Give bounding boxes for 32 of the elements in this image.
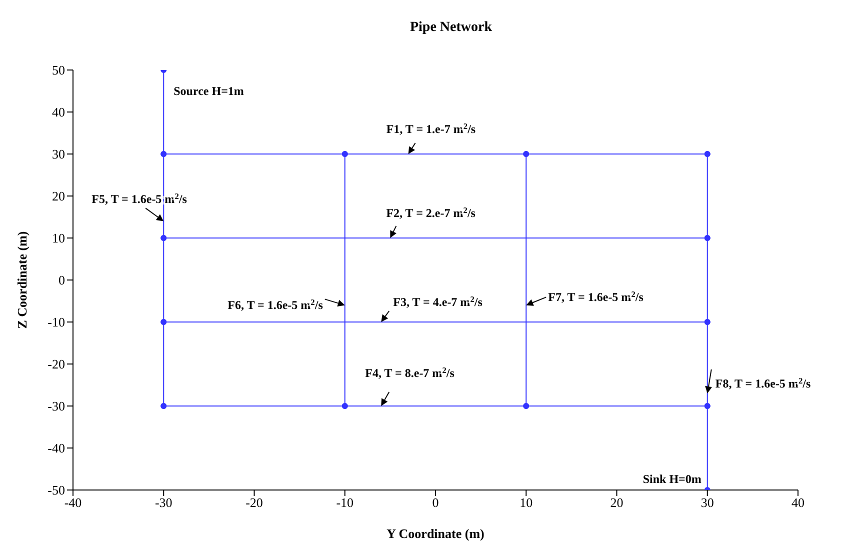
annotation: F1, T = 1.e-7 m$^{2}$/s [386,122,476,136]
annotation: F4, T = 8.e-7 m$^{2}$/s [365,366,455,380]
annotation: Source H=1m [174,84,244,98]
annotation: Sink H=0m [642,472,702,486]
x-tick-label: 20 [610,495,624,510]
annotation: F3, T = 4.e-7 m$^{2}$/s [393,294,483,309]
x-axis-title: Y Coordinate (m) [386,526,484,541]
y-tick-label: 30 [52,146,65,162]
annotation: F8, T = 1.6e-5 m$^{2}$/s [715,376,811,390]
y-axis-title: Z Coordinate (m) [14,231,30,329]
x-tick-label: 10 [520,495,533,510]
x-tick-label: 30 [700,495,714,510]
chart-title: Pipe Network [408,19,494,37]
y-tick-label: 40 [52,104,65,120]
y-tick-label: -30 [48,398,65,414]
y-tick-label: -50 [48,482,65,498]
y-tick-label: -20 [48,356,65,372]
y-tick-label: 20 [52,188,65,204]
y-tick-label: 10 [52,230,65,246]
x-tick-label: -40 [64,495,82,510]
x-tick-label: -10 [336,495,354,510]
x-tick-label: -20 [246,495,263,510]
annotation: F7, T = 1.6e-5 m$^{2}$/s [548,290,644,304]
y-tick-label: 50 [52,62,65,78]
y-tick-label: 0 [58,272,65,288]
annotation: F2, T = 2.e-7 m$^{2}$/s [386,206,476,220]
x-tick-label: 0 [432,495,439,510]
y-tick-label: -40 [48,440,65,456]
x-tick-label: -30 [154,495,172,510]
x-tick-label: 40 [792,495,804,510]
annotation: F5, T = 1.6e-5 m$^{2}$/s [92,192,188,206]
y-tick-label: -10 [48,314,65,330]
